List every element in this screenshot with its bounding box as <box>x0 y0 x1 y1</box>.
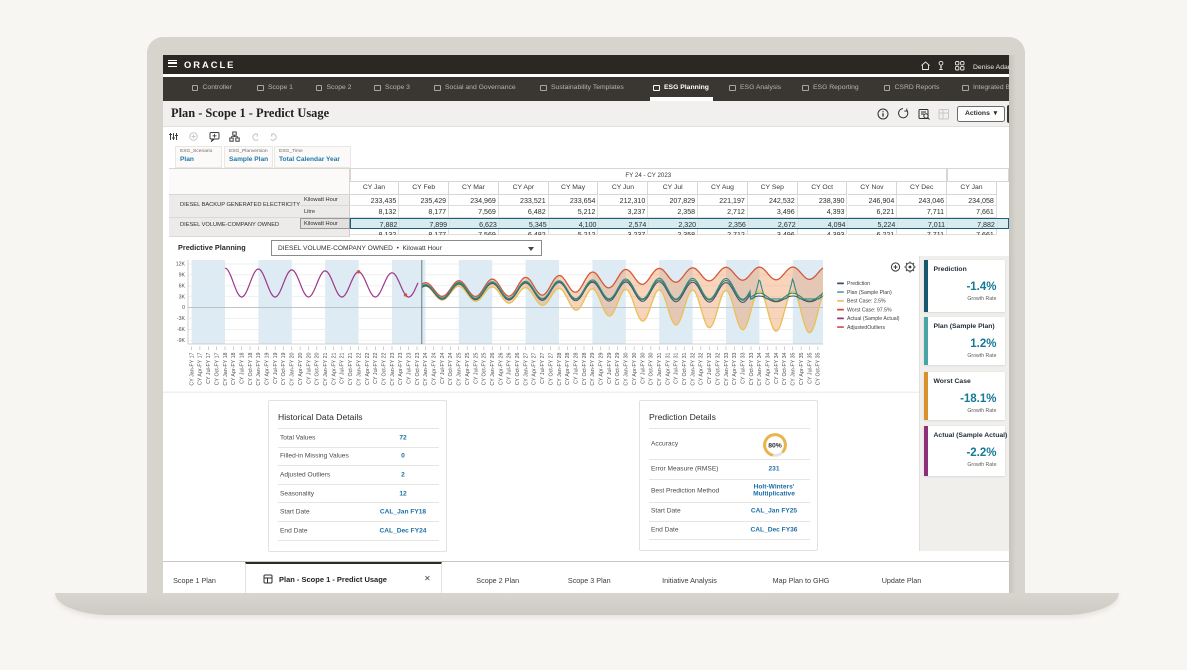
svg-text:CY Oct-FY 28: CY Oct-FY 28 <box>582 352 588 385</box>
svg-text:CY Jan-FY 23: CY Jan-FY 23 <box>390 352 396 385</box>
svg-text:CY Apr-FY 27: CY Apr-FY 27 <box>532 352 538 385</box>
svg-text:CY Oct-FY 20: CY Oct-FY 20 <box>315 352 321 385</box>
svg-text:CY Oct-FY 29: CY Oct-FY 29 <box>615 352 621 385</box>
svg-text:CY Jul-FY 30: CY Jul-FY 30 <box>640 352 646 383</box>
svg-text:0: 0 <box>182 305 185 311</box>
svg-text:CY Oct-FY 27: CY Oct-FY 27 <box>548 352 554 385</box>
svg-text:CY Apr-FY 22: CY Apr-FY 22 <box>365 352 371 385</box>
svg-text:-3K: -3K <box>177 316 186 322</box>
svg-text:CY Apr-FY 20: CY Apr-FY 20 <box>298 352 304 385</box>
svg-text:CY Jan-FY 35: CY Jan-FY 35 <box>791 352 797 385</box>
svg-text:CY Jan-FY 20: CY Jan-FY 20 <box>290 352 296 385</box>
svg-text:CY Apr-FY 23: CY Apr-FY 23 <box>398 352 404 385</box>
svg-text:Plan (Sample Plan): Plan (Sample Plan) <box>847 290 892 296</box>
svg-text:CY Jul-FY 22: CY Jul-FY 22 <box>373 352 379 383</box>
svg-text:CY Apr-FY 33: CY Apr-FY 33 <box>732 352 738 385</box>
svg-text:CY Apr-FY 25: CY Apr-FY 25 <box>465 352 471 385</box>
svg-text:CY Jan-FY 19: CY Jan-FY 19 <box>256 352 262 385</box>
svg-text:CY Jan-FY 30: CY Jan-FY 30 <box>624 352 630 385</box>
svg-text:CY Jul-FY 32: CY Jul-FY 32 <box>707 352 713 383</box>
svg-text:CY Apr-FY 31: CY Apr-FY 31 <box>665 352 671 385</box>
svg-text:CY Jan-FY 34: CY Jan-FY 34 <box>757 352 763 385</box>
svg-text:CY Apr-FY 17: CY Apr-FY 17 <box>198 352 204 385</box>
svg-text:CY Apr-FY 28: CY Apr-FY 28 <box>565 352 571 385</box>
svg-text:CY Jan-FY 21: CY Jan-FY 21 <box>323 352 329 385</box>
svg-text:CY Jul-FY 23: CY Jul-FY 23 <box>407 352 413 383</box>
svg-text:CY Jan-FY 22: CY Jan-FY 22 <box>356 352 362 385</box>
svg-text:CY Oct-FY 21: CY Oct-FY 21 <box>348 352 354 385</box>
svg-text:CY Jul-FY 18: CY Jul-FY 18 <box>240 352 246 383</box>
svg-text:CY Jan-FY 18: CY Jan-FY 18 <box>223 352 229 385</box>
svg-text:CY Oct-FY 25: CY Oct-FY 25 <box>482 352 488 385</box>
svg-text:CY Apr-FY 18: CY Apr-FY 18 <box>231 352 237 385</box>
svg-text:Prediction: Prediction <box>847 281 870 287</box>
svg-text:CY Jul-FY 31: CY Jul-FY 31 <box>674 352 680 383</box>
svg-text:CY Oct-FY 22: CY Oct-FY 22 <box>381 352 387 385</box>
svg-text:CY Jul-FY 34: CY Jul-FY 34 <box>774 352 780 383</box>
svg-text:CY Apr-FY 19: CY Apr-FY 19 <box>265 352 271 385</box>
svg-text:6K: 6K <box>179 283 186 289</box>
svg-text:CY Apr-FY 24: CY Apr-FY 24 <box>432 352 438 385</box>
svg-text:CY Apr-FY 26: CY Apr-FY 26 <box>498 352 504 385</box>
svg-text:CY Oct-FY 23: CY Oct-FY 23 <box>415 352 421 385</box>
svg-text:CY Jul-FY 20: CY Jul-FY 20 <box>306 352 312 383</box>
svg-text:Actual (Sample Actual): Actual (Sample Actual) <box>847 316 900 322</box>
svg-text:-9K: -9K <box>177 338 186 344</box>
svg-text:CY Oct-FY 30: CY Oct-FY 30 <box>649 352 655 385</box>
svg-text:CY Apr-FY 32: CY Apr-FY 32 <box>699 352 705 385</box>
svg-text:CY Oct-FY 17: CY Oct-FY 17 <box>214 352 220 385</box>
svg-text:CY Jan-FY 31: CY Jan-FY 31 <box>657 352 663 385</box>
svg-text:CY Jan-FY 26: CY Jan-FY 26 <box>490 352 496 385</box>
svg-text:CY Jan-FY 27: CY Jan-FY 27 <box>523 352 529 385</box>
svg-text:CY Jan-FY 24: CY Jan-FY 24 <box>423 352 429 385</box>
svg-text:CY Jan-FY 29: CY Jan-FY 29 <box>590 352 596 385</box>
svg-text:CY Jul-FY 17: CY Jul-FY 17 <box>206 352 212 383</box>
svg-text:CY Jul-FY 19: CY Jul-FY 19 <box>273 352 279 383</box>
svg-text:CY Oct-FY 26: CY Oct-FY 26 <box>515 352 521 385</box>
svg-text:CY Jul-FY 27: CY Jul-FY 27 <box>540 352 546 383</box>
svg-text:CY Jan-FY 17: CY Jan-FY 17 <box>189 352 195 385</box>
svg-text:CY Jul-FY 25: CY Jul-FY 25 <box>473 352 479 383</box>
svg-text:CY Apr-FY 21: CY Apr-FY 21 <box>331 352 337 385</box>
svg-text:CY Apr-FY 30: CY Apr-FY 30 <box>632 352 638 385</box>
svg-text:CY Jul-FY 35: CY Jul-FY 35 <box>807 352 813 383</box>
svg-text:CY Jan-FY 33: CY Jan-FY 33 <box>724 352 730 385</box>
svg-text:-6K: -6K <box>177 327 186 333</box>
svg-text:12K: 12K <box>176 262 186 268</box>
svg-text:CY Jul-FY 24: CY Jul-FY 24 <box>440 352 446 383</box>
svg-text:CY Jul-FY 29: CY Jul-FY 29 <box>607 352 613 383</box>
svg-text:CY Jul-FY 26: CY Jul-FY 26 <box>507 352 513 383</box>
svg-text:CY Jul-FY 33: CY Jul-FY 33 <box>741 352 747 383</box>
svg-text:80%: 80% <box>768 443 782 450</box>
svg-text:CY Oct-FY 32: CY Oct-FY 32 <box>715 352 721 385</box>
svg-text:CY Oct-FY 19: CY Oct-FY 19 <box>281 352 287 385</box>
svg-text:CY Oct-FY 33: CY Oct-FY 33 <box>749 352 755 385</box>
svg-text:CY Oct-FY 34: CY Oct-FY 34 <box>782 352 788 385</box>
svg-text:CY Jul-FY 28: CY Jul-FY 28 <box>574 352 580 383</box>
svg-text:CY Oct-FY 18: CY Oct-FY 18 <box>248 352 254 385</box>
svg-text:AdjustedOutliers: AdjustedOutliers <box>847 325 885 331</box>
svg-text:CY Oct-FY 31: CY Oct-FY 31 <box>682 352 688 385</box>
svg-text:CY Apr-FY 35: CY Apr-FY 35 <box>799 352 805 385</box>
svg-text:CY Apr-FY 29: CY Apr-FY 29 <box>599 352 605 385</box>
svg-text:CY Jul-FY 21: CY Jul-FY 21 <box>340 352 346 383</box>
svg-text:9K: 9K <box>179 273 186 279</box>
svg-text:Worst Case: 97.5%: Worst Case: 97.5% <box>847 307 892 313</box>
svg-text:3K: 3K <box>179 294 186 300</box>
svg-text:CY Jan-FY 28: CY Jan-FY 28 <box>557 352 563 385</box>
svg-text:Denise Adam: Denise Adam <box>973 64 1009 71</box>
svg-text:CY Oct-FY 24: CY Oct-FY 24 <box>448 352 454 385</box>
svg-text:Best Case: 2.5%: Best Case: 2.5% <box>847 299 886 305</box>
svg-text:CY Jan-FY 25: CY Jan-FY 25 <box>457 352 463 385</box>
svg-text:CY Jan-FY 32: CY Jan-FY 32 <box>690 352 696 385</box>
svg-text:CY Apr-FY 34: CY Apr-FY 34 <box>766 352 772 385</box>
svg-text:CY Oct-FY 35: CY Oct-FY 35 <box>816 352 822 385</box>
